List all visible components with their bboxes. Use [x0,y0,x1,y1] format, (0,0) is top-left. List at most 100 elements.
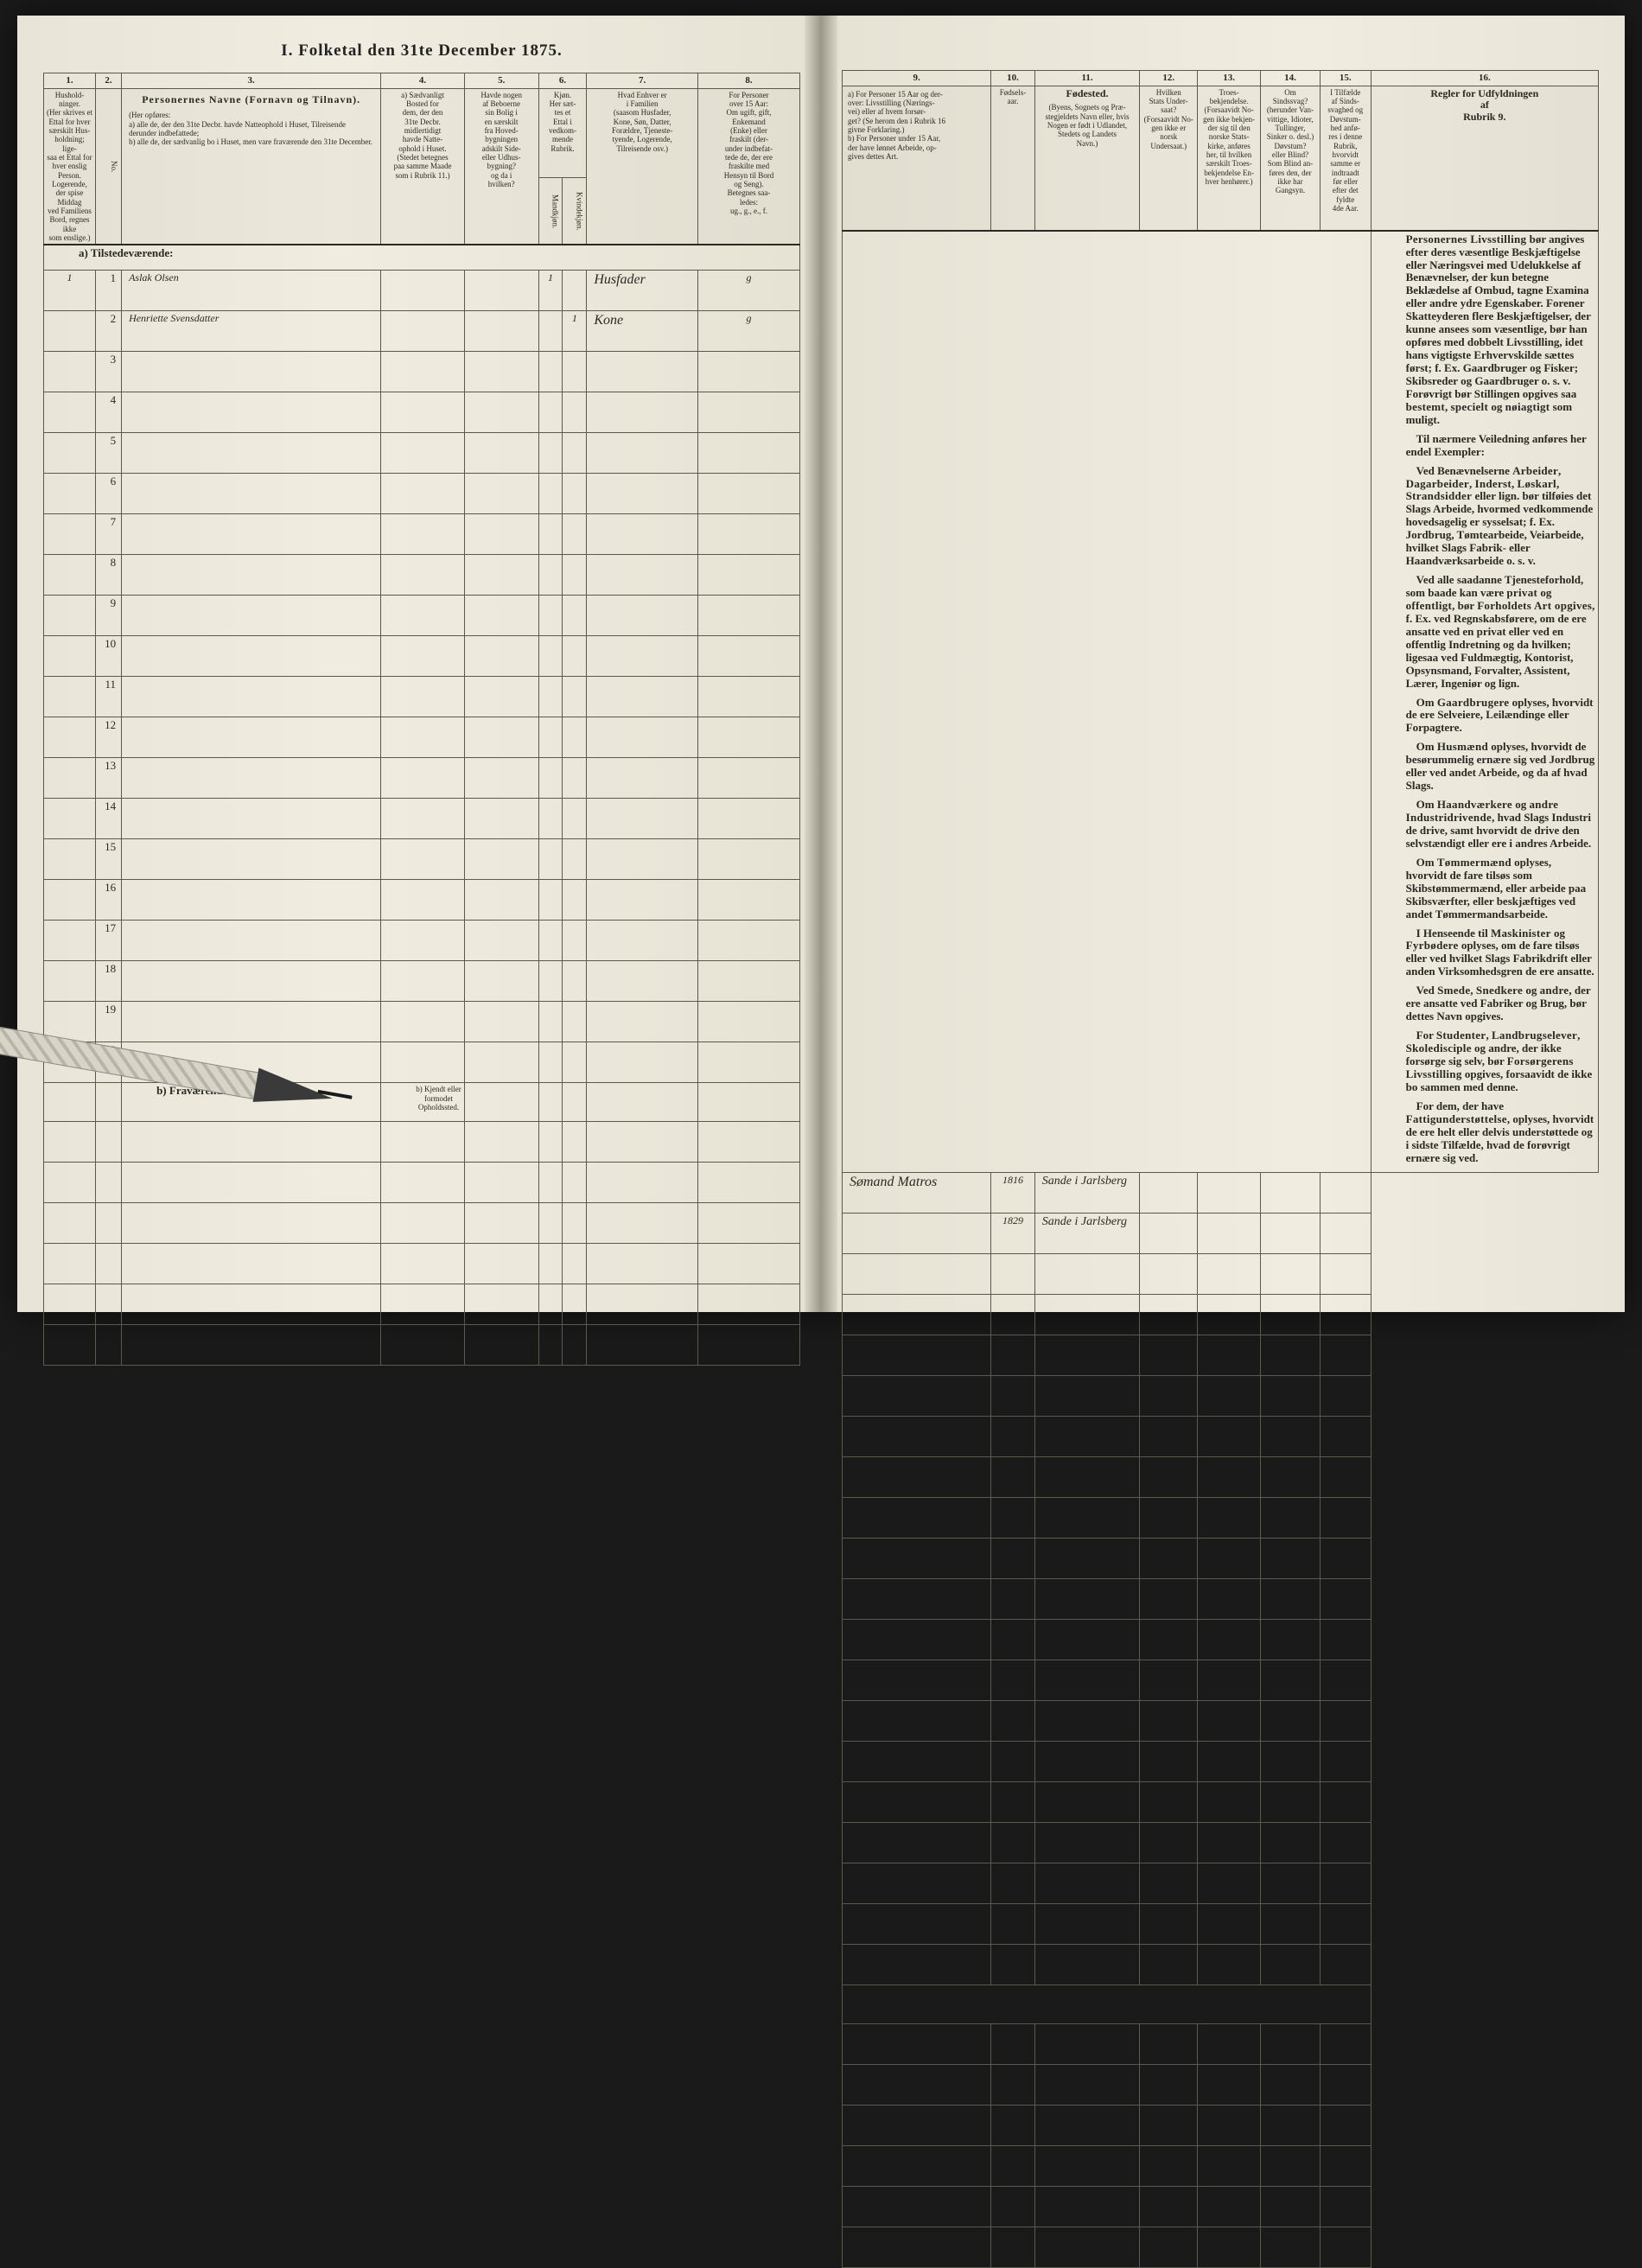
cell-rownum: 7 [96,514,122,555]
cell-birthyear [991,1660,1035,1701]
cell-5 [464,921,538,961]
colnum-2: 2. [96,73,122,89]
cell-birthplace [1034,1539,1140,1579]
cell-4 [381,352,465,392]
cell-occupation [843,1742,991,1782]
cell-female [563,677,587,717]
cell-birthyear [991,1254,1035,1295]
colnum-16: 16. [1371,71,1598,86]
cell-birthplace [1034,1823,1140,1863]
title-spacer [842,41,1599,70]
cell-male [538,717,563,758]
cell-12 [1140,1457,1198,1498]
table-row [843,2227,1599,2268]
cell-birthyear [991,1742,1035,1782]
cell-5 [464,717,538,758]
cell-role [587,1002,698,1042]
page-title-left: I. Folketal den 31te December 1875. [43,41,800,61]
cell-name [122,677,381,717]
cell-marital [698,596,800,636]
cell-marital [698,1002,800,1042]
cell-rownum: 10 [96,636,122,677]
cell-15 [1320,1701,1371,1742]
table-row [843,1254,1599,1295]
cell-role [587,352,698,392]
section-a-right [843,231,1372,1173]
header-11: Fødested. (Byens, Sognets og Præ- stegje… [1034,86,1140,231]
cell-12 [1140,1417,1198,1457]
cell-female [563,555,587,596]
cell-15 [1320,1417,1371,1457]
cell-12 [1140,1173,1198,1214]
cell-occupation [843,1457,991,1498]
colnum-6: 6. [538,73,587,89]
cell-name [122,514,381,555]
colnum-8: 8. [698,73,800,89]
cell-rownum: 13 [96,758,122,799]
cell-birthyear [991,1498,1035,1539]
census-table-left: 1. 2. 3. 4. 5. 6. 7. 8. Hushold- ninger.… [43,73,800,1366]
cell-birthplace [1034,1742,1140,1782]
cell-birthplace [1034,1295,1140,1335]
cell-birthplace: Sande i Jarlsberg [1034,1173,1140,1214]
census-ledger: I. Folketal den 31te December 1875. 1. 2… [17,16,1625,1312]
cell-marital [698,921,800,961]
cell-14 [1261,1539,1321,1579]
cell-5 [464,433,538,474]
cell-15 [1320,1254,1371,1295]
table-row: Sømand Matros1816Sande i Jarlsberg [843,1173,1599,1214]
cell-4 [381,799,465,839]
table-row [843,1742,1599,1782]
table-row: 15 [44,839,800,880]
header-2: No. [96,88,122,245]
cell-14 [1261,1335,1321,1376]
table-row: 19 [44,1002,800,1042]
cell-4 [381,839,465,880]
cell-15 [1320,1863,1371,1904]
cell-12 [1140,1701,1198,1742]
cell-rownum: 16 [96,880,122,921]
cell-female [563,352,587,392]
cell-female [563,514,587,555]
cell-role [587,636,698,677]
table-row [843,1457,1599,1498]
cell-12 [1140,1335,1198,1376]
table-body-right: Sømand Matros1816Sande i Jarlsberg1829Sa… [843,1173,1599,1985]
table-row [44,1203,800,1244]
cell-4 [381,921,465,961]
cell-female [563,839,587,880]
cell-13 [1198,1579,1261,1620]
cell-occupation [843,1701,991,1742]
cell-marital [698,474,800,514]
cell-14 [1261,1782,1321,1823]
table-row [44,1163,800,1203]
cell-hh [44,880,96,921]
table-blank-right [843,2024,1599,2268]
table-row: 6 [44,474,800,514]
table-row: 12 [44,717,800,758]
cell-hh: 1 [44,271,96,311]
table-row [843,2187,1599,2227]
cell-name [122,880,381,921]
table-row [843,1335,1599,1376]
cell-birthyear [991,1579,1035,1620]
cell-13 [1198,1214,1261,1254]
cell-rownum: 8 [96,555,122,596]
cell-name [122,433,381,474]
cell-13 [1198,1498,1261,1539]
cell-14 [1261,1214,1321,1254]
table-row: 16 [44,880,800,921]
cell-5 [464,677,538,717]
cell-14 [1261,1701,1321,1742]
cell-marital [698,1042,800,1083]
cell-occupation [843,1945,991,1985]
cell-5 [464,596,538,636]
header-11-sub: (Byens, Sognets og Præ- stegjeldets Navn… [1038,103,1137,148]
cell-marital [698,352,800,392]
colnum-14: 14. [1261,71,1321,86]
rules-text: Personernes Livsstilling bør angives eft… [1371,231,1598,1173]
cell-name [122,717,381,758]
cell-hh [44,474,96,514]
cell-birthyear [991,1904,1035,1945]
cell-15 [1320,1823,1371,1863]
